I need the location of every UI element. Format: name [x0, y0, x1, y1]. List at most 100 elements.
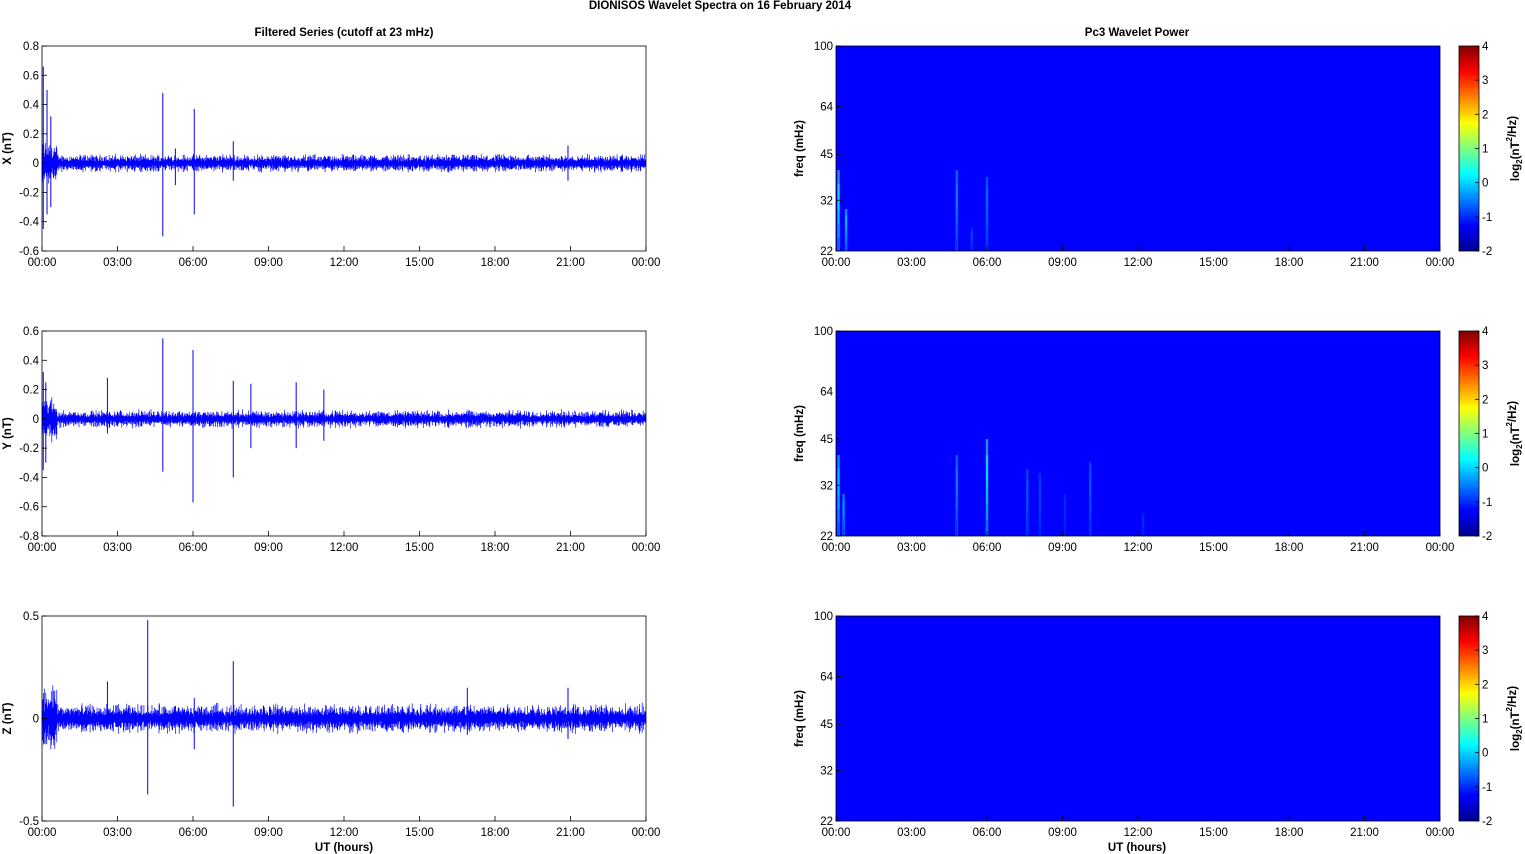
colorbar-label: log2(nT2/Hz)	[1505, 686, 1524, 751]
x-axis-label-right: UT (hours)	[1108, 842, 1166, 854]
x-tick-label: 15:00	[1199, 542, 1228, 554]
y-tick-label: -0.2	[19, 443, 39, 455]
y-tick-label: 0.8	[23, 41, 39, 53]
x-tick-label: 00:00	[822, 827, 851, 839]
x-tick-label: 15:00	[405, 542, 434, 554]
x-tick-label: 06:00	[973, 827, 1002, 839]
colorbar-tick-label: 4	[1482, 611, 1489, 623]
power-burst	[837, 522, 840, 536]
x-tick-label: 00:00	[1426, 257, 1455, 269]
colorbar-tick-label: 3	[1482, 360, 1488, 372]
x-tick-label: 00:00	[28, 257, 57, 269]
colorbar-tick-label: 4	[1482, 41, 1489, 53]
heatmap-background	[836, 331, 1440, 536]
power-burst	[971, 247, 973, 251]
y-tick-label: -0.6	[19, 246, 39, 258]
power-burst	[956, 522, 958, 536]
y-tick-label: 22	[820, 246, 833, 258]
colorbar-tick-label: 3	[1482, 75, 1488, 87]
panels: 0.80.60.40.20-0.2-0.4-0.600:00 03:00 06:00…	[2, 41, 1524, 839]
x-tick-label: 21:00	[556, 257, 585, 269]
colorbar-tick-label: -1	[1482, 212, 1492, 224]
colorbar-tick-label: 1	[1482, 714, 1488, 726]
x-tick-label: 09:00	[254, 542, 283, 554]
x-tick-label: 00:00	[632, 827, 661, 839]
x-tick-label: 12:00	[1124, 827, 1153, 839]
colorbar-tick-label: 1	[1482, 429, 1488, 441]
y-axis-label: freq (mHz)	[794, 690, 806, 747]
power-burst	[1142, 528, 1144, 536]
colorbar-tick-label: 0	[1482, 178, 1488, 190]
y-tick-label: -0.8	[19, 531, 39, 543]
x-tick-label: 09:00	[1048, 257, 1077, 269]
power-burst	[1064, 529, 1066, 536]
x-tick-label: 09:00	[1048, 827, 1077, 839]
colorbar-tick-label: 2	[1482, 109, 1488, 121]
x-tick-label: 12:00	[330, 542, 359, 554]
y-tick-label: 32	[820, 480, 833, 492]
colorbar-tick-label: 4	[1482, 326, 1489, 338]
y-tick-label: 0.2	[23, 385, 39, 397]
y-tick-label: 0	[33, 714, 39, 726]
x-tick-label: 00:00	[28, 827, 57, 839]
x-tick-label: 18:00	[1275, 542, 1304, 554]
x-tick-label: 18:00	[1275, 257, 1304, 269]
y-tick-label: -0.2	[19, 187, 39, 199]
colorbar-label: log2(nT2/Hz)	[1505, 116, 1524, 181]
y-tick-label: 64	[820, 671, 833, 683]
x-tick-label: 06:00	[179, 827, 208, 839]
y-axis-label: freq (mHz)	[794, 405, 806, 462]
heatmap-background	[836, 46, 1440, 251]
x-tick-label: 00:00	[632, 542, 661, 554]
x-tick-label: 09:00	[254, 827, 283, 839]
x-tick-label: 03:00	[897, 542, 926, 554]
x-tick-label: 00:00	[28, 542, 57, 554]
y-tick-label: -0.5	[19, 816, 39, 828]
x-tick-label: 09:00	[254, 257, 283, 269]
x-tick-label: 21:00	[1350, 257, 1379, 269]
plot-area	[42, 46, 646, 251]
x-tick-label: 18:00	[481, 827, 510, 839]
x-tick-label: 00:00	[1426, 827, 1455, 839]
power-burst	[986, 238, 988, 251]
x-tick-label: 06:00	[179, 257, 208, 269]
x-tick-label: 06:00	[973, 257, 1002, 269]
power-burst	[986, 519, 988, 536]
y-tick-label: -0.4	[19, 217, 39, 229]
x-tick-label: 03:00	[103, 257, 132, 269]
y-tick-label: -0.6	[19, 502, 39, 514]
x-tick-label: 12:00	[1124, 542, 1153, 554]
y-axis-label: X (nT)	[2, 132, 14, 165]
right-column-title: Pc3 Wavelet Power	[1085, 27, 1190, 39]
colorbar-tick-label: 3	[1482, 645, 1488, 657]
colorbar-tick-label: 2	[1482, 679, 1488, 691]
x-tick-label: 21:00	[1350, 542, 1379, 554]
y-tick-label: 32	[820, 195, 833, 207]
x-tick-label: 03:00	[103, 827, 132, 839]
y-tick-label: 100	[814, 611, 833, 623]
y-tick-label: 45	[820, 719, 833, 731]
panel-2: 0.60.40.20-0.2-0.4-0.6-0.800:00 03:00 06:0…	[2, 326, 660, 554]
x-tick-label: 00:00	[822, 257, 851, 269]
colorbar-tick-label: 2	[1482, 394, 1488, 406]
y-tick-label: 100	[814, 326, 833, 338]
panel-3: 0.50-0.500:00 03:00 06:00 09:00 12:00 15:00 18…	[2, 611, 660, 839]
y-tick-label: 0.6	[23, 326, 39, 338]
y-tick-label: 45	[820, 434, 833, 446]
x-tick-label: 15:00	[1199, 827, 1228, 839]
x-tick-label: 21:00	[556, 827, 585, 839]
x-tick-label: 21:00	[1350, 827, 1379, 839]
y-tick-label: 0.4	[23, 355, 40, 367]
power-burst	[842, 529, 845, 536]
y-tick-label: 0.4	[23, 100, 40, 112]
y-tick-label: 45	[820, 149, 833, 161]
x-tick-label: 21:00	[556, 542, 585, 554]
x-tick-label: 12:00	[330, 827, 359, 839]
x-tick-label: 15:00	[1199, 257, 1228, 269]
colorbar-label: log2(nT2/Hz)	[1505, 401, 1524, 466]
x-tick-label: 03:00	[897, 257, 926, 269]
figure-suptitle: DIONISOS Wavelet Spectra on 16 February …	[589, 0, 852, 12]
power-burst	[1142, 532, 1144, 536]
